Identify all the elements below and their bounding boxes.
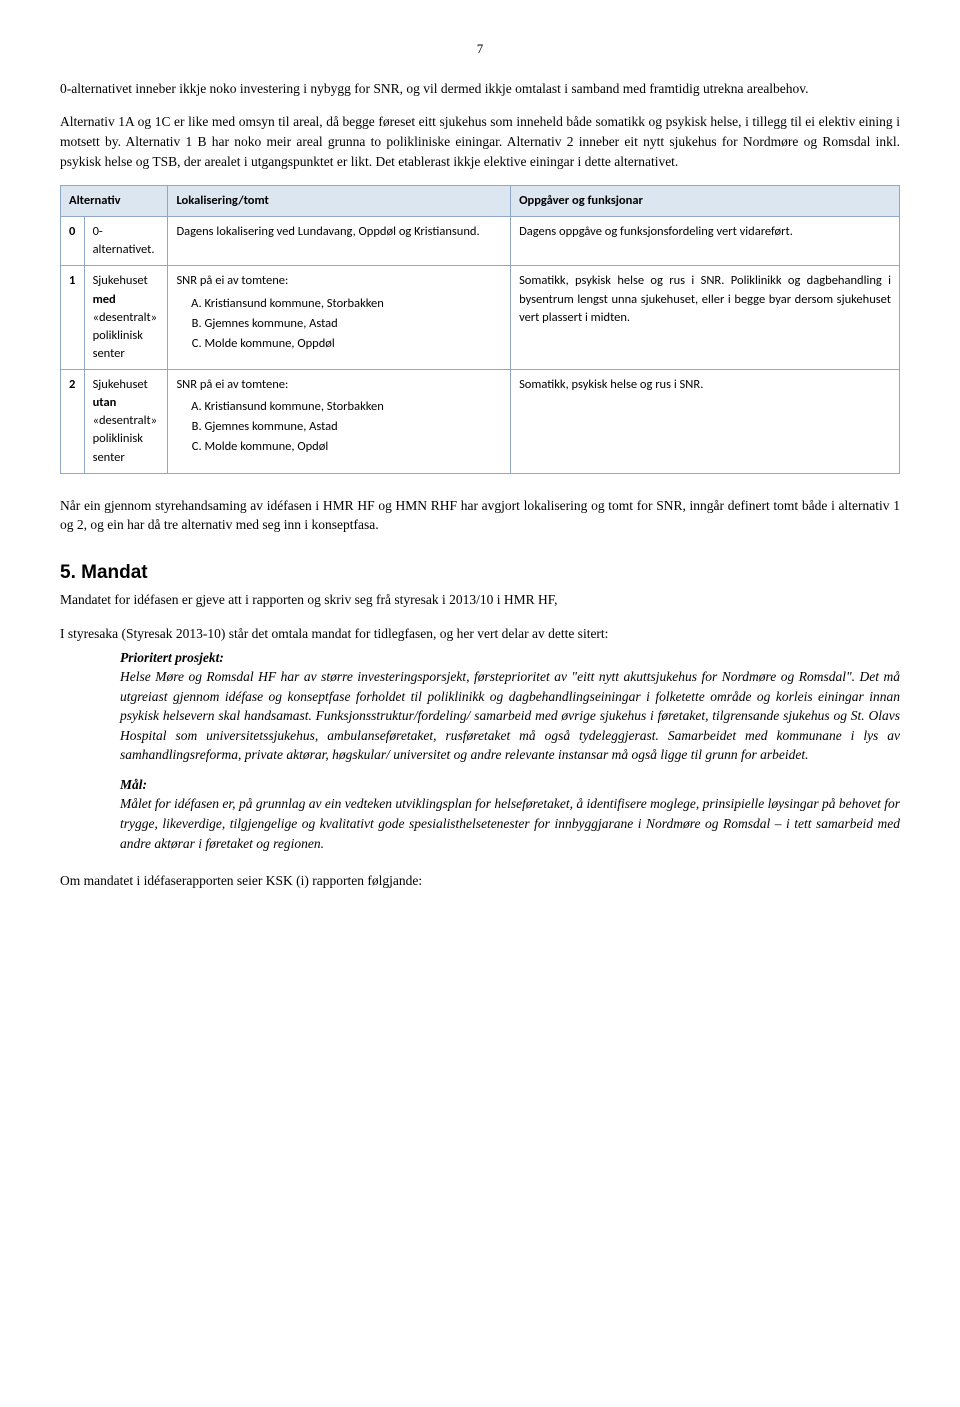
maal-text: Målet for idéfasen er, på grunnlag av ei… [120, 794, 900, 853]
section-5-heading: 5. Mandat [60, 559, 900, 587]
list-item: Kristiansund kommune, Storbakken [204, 295, 502, 313]
list-item: Molde kommune, Opdøl [204, 438, 502, 456]
after-table-paragraph: Når ein gjennom styrehandsaming av idéfa… [60, 496, 900, 535]
prioritert-label: Prioritert prosjekt: [120, 648, 900, 668]
row1-alt: Sjukehuset med «desentralt» poliklinisk … [84, 266, 168, 370]
table-row: 1 Sjukehuset med «desentralt» poliklinis… [61, 266, 900, 370]
row2-lok-list: Kristiansund kommune, Storbakken Gjemnes… [176, 398, 502, 456]
row1-alt-pre: Sjukehuset [93, 273, 148, 288]
mandat-line1: Mandatet for idéfasen er gjeve att i rap… [60, 590, 900, 610]
row1-lok-list: Kristiansund kommune, Storbakken Gjemnes… [176, 295, 502, 353]
table-header-row: Alternativ Lokalisering/tomt Oppgåver og… [61, 186, 900, 217]
header-oppgaver: Oppgåver og funksjonar [511, 186, 900, 217]
row2-lok-intro: SNR på ei av tomtene: [176, 376, 502, 394]
intro-paragraph: 0-alternativet inneber ikkje noko invest… [60, 79, 900, 99]
alternatives-table: Alternativ Lokalisering/tomt Oppgåver og… [60, 185, 900, 474]
row1-opp: Somatikk, psykisk helse og rus i SNR. Po… [511, 266, 900, 370]
closing-paragraph: Om mandatet i idéfaserapporten seier KSK… [60, 871, 900, 891]
row0-opp: Dagens oppgåve og funksjonsfordeling ver… [511, 217, 900, 266]
list-item: Gjemnes kommune, Astad [204, 418, 502, 436]
row1-alt-post: «desentralt» poliklinisk senter [93, 310, 157, 361]
prioritert-text: Helse Møre og Romsdal HF har av større i… [120, 667, 900, 765]
header-alternativ: Alternativ [61, 186, 168, 217]
row2-alt-bold: utan [93, 395, 117, 410]
row1-lok-intro: SNR på ei av tomtene: [176, 272, 502, 290]
row2-alt: Sjukehuset utan «desentralt» poliklinisk… [84, 370, 168, 474]
row1-num: 1 [61, 266, 85, 370]
list-item: Molde kommune, Oppdøl [204, 335, 502, 353]
row2-alt-post: «desentralt» poliklinisk senter [93, 413, 157, 464]
page-number: 7 [60, 40, 900, 59]
row1-alt-bold: med [93, 292, 116, 307]
main-paragraph: Alternativ 1A og 1C er like med omsyn ti… [60, 112, 900, 171]
table-row: 0 0- alternativet. Dagens lokalisering v… [61, 217, 900, 266]
row1-lok: SNR på ei av tomtene: Kristiansund kommu… [168, 266, 511, 370]
row0-alt: 0- alternativet. [84, 217, 168, 266]
row2-alt-pre: Sjukehuset [93, 377, 148, 392]
table-row: 2 Sjukehuset utan «desentralt» poliklini… [61, 370, 900, 474]
list-item: Kristiansund kommune, Storbakken [204, 398, 502, 416]
row0-num: 0 [61, 217, 85, 266]
list-item: Gjemnes kommune, Astad [204, 315, 502, 333]
maal-label: Mål: [120, 775, 900, 795]
row2-lok: SNR på ei av tomtene: Kristiansund kommu… [168, 370, 511, 474]
row2-opp: Somatikk, psykisk helse og rus i SNR. [511, 370, 900, 474]
header-lokalisering: Lokalisering/tomt [168, 186, 511, 217]
row2-num: 2 [61, 370, 85, 474]
row0-lok: Dagens lokalisering ved Lundavang, Oppdø… [168, 217, 511, 266]
prioritert-block: Prioritert prosjekt: Helse Møre og Romsd… [120, 648, 900, 854]
mandat-line2: I styresaka (Styresak 2013-10) står det … [60, 624, 900, 644]
